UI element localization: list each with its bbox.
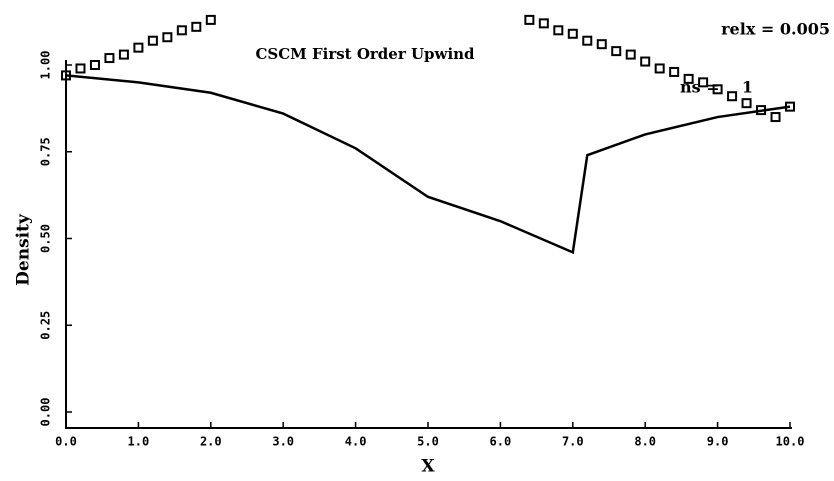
marker	[553, 25, 564, 36]
marker	[741, 98, 752, 109]
x-tick-label: 3.0	[272, 435, 294, 449]
marker	[712, 84, 723, 95]
marker	[582, 35, 593, 46]
marker	[567, 28, 578, 39]
y-tick-label: 1.00	[39, 51, 53, 80]
y-tick-label: 0.00	[39, 398, 53, 427]
marker	[133, 42, 144, 53]
marker	[147, 35, 158, 46]
y-tick-label: 0.50	[39, 224, 53, 253]
x-tick-label: 7.0	[562, 435, 584, 449]
marker	[104, 53, 115, 64]
marker	[118, 49, 129, 60]
marker	[538, 18, 549, 29]
marker	[727, 91, 738, 102]
marker	[176, 25, 187, 36]
marker	[75, 63, 86, 74]
x-tick-label: 10.0	[776, 435, 805, 449]
marker	[770, 112, 781, 123]
x-tick-label: 9.0	[707, 435, 729, 449]
x-tick-label: 2.0	[200, 435, 222, 449]
marker	[61, 70, 71, 81]
marker	[756, 105, 767, 116]
marker	[654, 63, 665, 74]
data-line	[65, 74, 791, 255]
x-axis-label: X	[421, 457, 435, 477]
y-axis-label: Density	[14, 213, 34, 286]
marker	[524, 14, 535, 25]
marker	[683, 73, 694, 84]
chart-title: CSCM First Order Upwind	[255, 45, 475, 63]
x-tick-label: 5.0	[417, 435, 439, 449]
annotation: relx = 0.005	[721, 20, 830, 39]
marker	[640, 56, 651, 67]
y-tick-label: 0.25	[39, 311, 53, 340]
x-tick-label: 1.0	[128, 435, 150, 449]
marker	[191, 21, 202, 32]
marker	[205, 14, 216, 25]
marker	[625, 49, 636, 60]
x-tick-label: 0.0	[55, 435, 77, 449]
marker	[89, 60, 100, 70]
marker	[596, 39, 607, 50]
marker	[785, 101, 795, 112]
marker	[162, 32, 173, 43]
marker	[611, 46, 622, 57]
marker	[669, 66, 680, 77]
y-tick-label: 0.75	[39, 137, 53, 166]
marker	[698, 77, 709, 88]
x-tick-label: 4.0	[345, 435, 367, 449]
x-tick-label: 8.0	[634, 435, 656, 449]
x-tick-label: 6.0	[490, 435, 512, 449]
